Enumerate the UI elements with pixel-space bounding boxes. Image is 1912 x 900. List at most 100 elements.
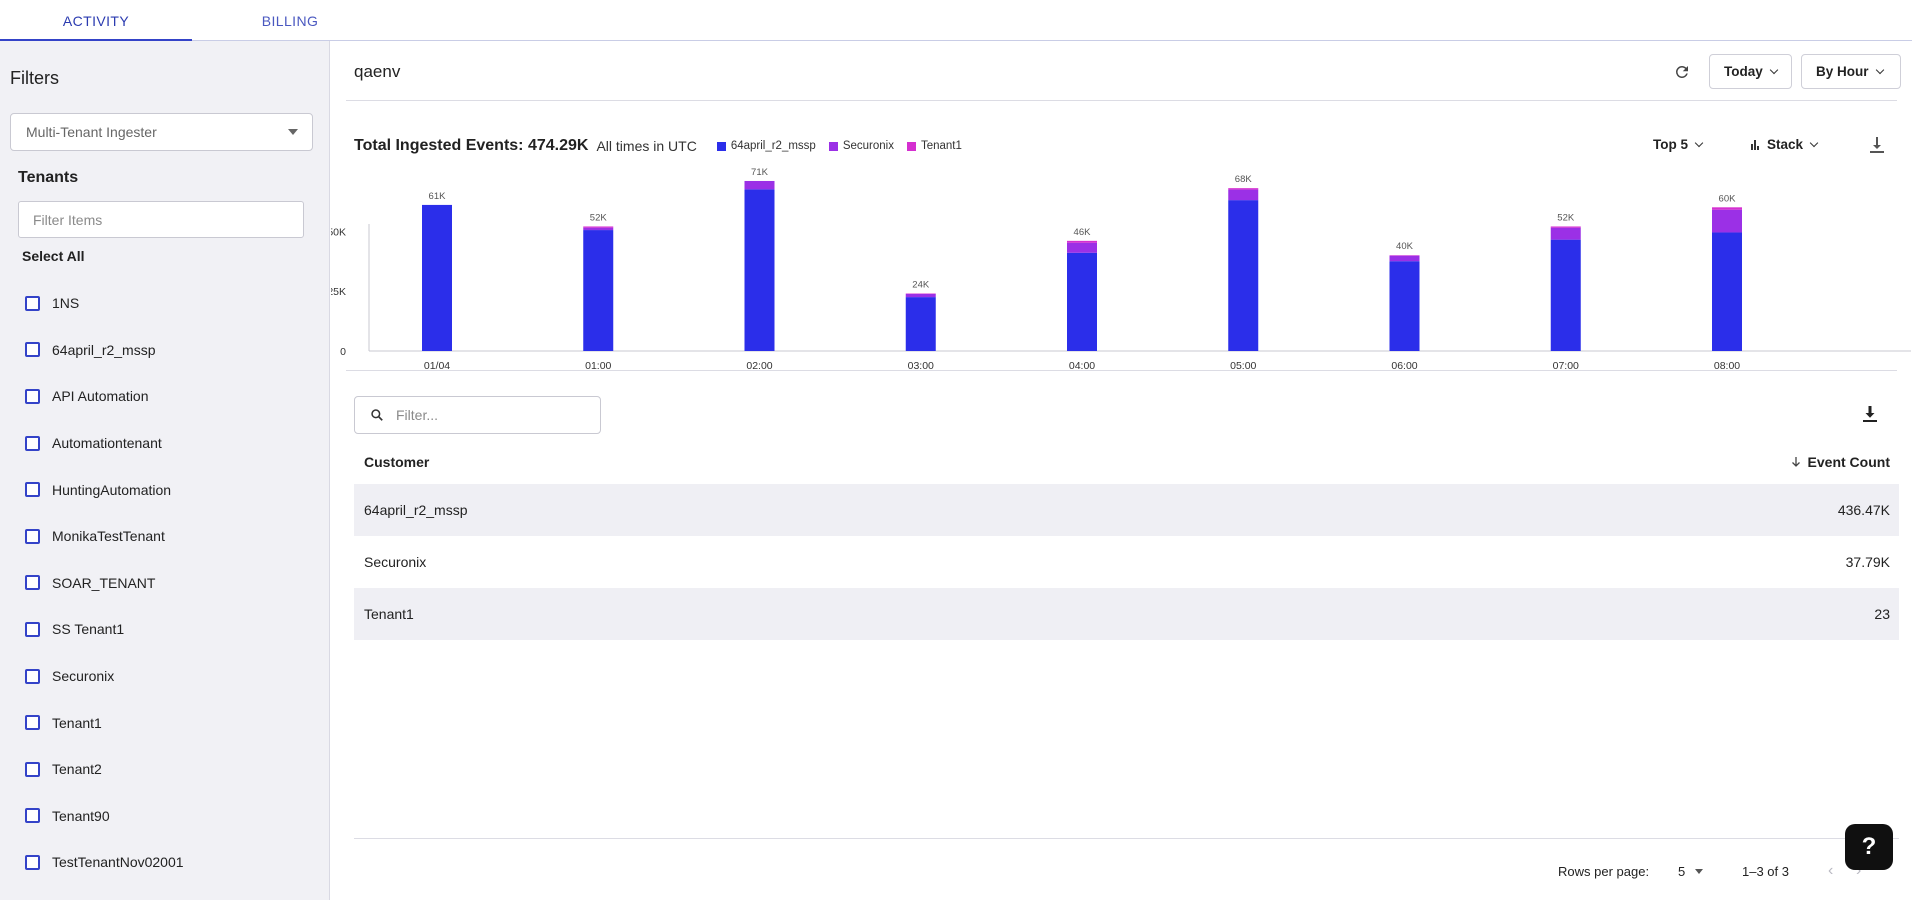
cell-customer: Tenant1 — [364, 606, 414, 622]
select-all-button[interactable]: Select All — [22, 248, 85, 264]
tenant-item[interactable]: SOAR_TENANT — [0, 560, 330, 607]
search-icon — [370, 408, 384, 422]
table-filter-input[interactable] — [396, 407, 586, 423]
table-row[interactable]: Tenant1 23 — [354, 588, 1899, 640]
source-select[interactable]: Multi-Tenant Ingester — [10, 113, 313, 151]
tenant-item[interactable]: HuntingAutomation — [0, 466, 330, 513]
help-button[interactable]: ? — [1845, 824, 1893, 870]
checkbox[interactable] — [25, 482, 40, 498]
x-tick-label: 06:00 — [1391, 360, 1417, 372]
legend-label: 64april_r2_mssp — [730, 140, 816, 152]
bar-total-label: 52K — [1557, 212, 1575, 223]
checkbox[interactable] — [25, 668, 40, 684]
chevron-left-icon: ‹ — [1828, 862, 1834, 879]
bar-segment — [1550, 227, 1581, 240]
download-chart-button[interactable] — [1869, 136, 1885, 159]
bar-total-label: 60K — [1719, 193, 1737, 204]
refresh-button[interactable] — [1671, 61, 1693, 83]
y-tick-label: 0 — [340, 346, 346, 358]
customer-table: Customer Event Count 64april_r2_mssp 436… — [354, 440, 1899, 640]
table-row[interactable]: 64april_r2_mssp 436.47K — [354, 484, 1899, 536]
checkbox[interactable] — [25, 435, 40, 451]
tenant-label: TestTenantNov02001 — [52, 854, 184, 871]
tenant-item[interactable]: 64april_r2_mssp — [0, 327, 330, 374]
rows-per-page-select[interactable]: 5 — [1678, 861, 1704, 881]
legend-label: Securonix — [842, 140, 894, 152]
rows-per-page-value: 5 — [1678, 863, 1686, 879]
stack-mode-dropdown[interactable]: Stack — [1751, 137, 1819, 152]
tenants-heading: Tenants — [18, 169, 79, 186]
bar-segment — [744, 180, 775, 190]
table-filter[interactable] — [354, 396, 601, 434]
checkbox[interactable] — [25, 621, 40, 637]
cell-event-count: 436.47K — [1837, 502, 1890, 518]
tenant-label: HuntingAutomation — [52, 481, 172, 498]
checkbox[interactable] — [25, 528, 40, 544]
checkbox[interactable] — [25, 388, 40, 404]
chevron-down-icon — [1769, 65, 1779, 74]
legend-item[interactable]: 64april_r2_mssp — [716, 140, 816, 152]
checkbox[interactable] — [25, 715, 40, 731]
tenant-label: Tenant1 — [52, 714, 102, 731]
download-icon — [1870, 137, 1884, 153]
tenant-item[interactable]: Securonix — [0, 653, 330, 700]
filters-title: Filters — [10, 68, 59, 88]
checkbox[interactable] — [25, 575, 40, 591]
filters-sidebar: Filters Multi-Tenant Ingester Tenants Se… — [0, 41, 330, 900]
legend-item[interactable]: Securonix — [828, 140, 894, 152]
checkbox[interactable] — [25, 342, 40, 358]
events-bar-chart: 0 25K 50K 61K 01/04 52K 01:00 71K 02:00 24K 03:00 4… — [331, 167, 1911, 372]
cell-event-count: 23 — [1874, 606, 1890, 622]
bar-segment — [1550, 226, 1581, 228]
tenant-label: SS Tenant1 — [52, 621, 125, 638]
y-tick-label: 25K — [331, 286, 346, 298]
bar-segment — [1550, 239, 1581, 351]
tenant-item[interactable]: MonikaTestTenant — [0, 513, 330, 560]
bar-total-label: 46K — [1074, 227, 1092, 238]
column-header-event-count[interactable]: Event Count — [1790, 454, 1890, 470]
date-range-label: Today — [1724, 64, 1763, 79]
tab-billing[interactable]: BILLING — [261, 12, 319, 29]
x-tick-label: 05:00 — [1230, 360, 1256, 372]
tab-activity[interactable]: ACTIVITY — [0, 0, 192, 42]
tenant-filter-input[interactable] — [18, 201, 304, 238]
bar-total-label: 52K — [590, 212, 608, 223]
caret-down-icon — [288, 129, 298, 135]
sort-arrow-down-icon — [1790, 456, 1802, 468]
previous-page-button[interactable]: ‹ — [1828, 861, 1833, 881]
event-count-header-label: Event Count — [1807, 454, 1890, 470]
legend-swatch — [906, 141, 916, 151]
checkbox[interactable] — [25, 295, 40, 311]
checkbox[interactable] — [25, 808, 40, 824]
download-table-button[interactable] — [1862, 405, 1878, 428]
interval-dropdown[interactable]: By Hour — [1801, 54, 1901, 89]
tenant-label: Tenant2 — [52, 761, 102, 778]
chevron-down-icon — [1694, 138, 1704, 147]
checkbox[interactable] — [25, 761, 40, 777]
tenant-item[interactable]: Tenant1 — [0, 699, 330, 746]
x-tick-label: 03:00 — [908, 360, 934, 372]
bar-total-label: 68K — [1235, 174, 1253, 185]
tenant-label: 1NS — [52, 295, 80, 312]
tenant-item[interactable]: Automationtenant — [0, 420, 330, 467]
chevron-down-icon — [1875, 65, 1884, 74]
legend-item[interactable]: Tenant1 — [906, 140, 962, 152]
next-page-button[interactable]: › — [1856, 861, 1861, 881]
tenant-item[interactable]: TestTenantNov02001 — [0, 839, 330, 886]
bar-segment — [1067, 240, 1097, 243]
tenant-item[interactable]: API Automation — [0, 373, 330, 420]
column-header-customer[interactable]: Customer — [364, 454, 430, 470]
tenant-item[interactable]: Tenant90 — [0, 793, 330, 840]
bar-segment — [905, 297, 936, 351]
top-n-dropdown[interactable]: Top 5 — [1653, 137, 1704, 152]
bar-total-label: 61K — [429, 191, 447, 202]
tenant-item[interactable]: SS Tenant1 — [0, 606, 330, 653]
tenant-item[interactable]: 1NS — [0, 280, 330, 327]
bar-segment — [1389, 261, 1420, 351]
date-range-dropdown[interactable]: Today — [1709, 54, 1792, 89]
bar-total-label: 24K — [912, 280, 930, 291]
bar-segment — [1712, 207, 1742, 210]
checkbox[interactable] — [25, 854, 40, 870]
tenant-item[interactable]: Tenant2 — [0, 746, 330, 793]
table-row[interactable]: Securonix 37.79K — [354, 536, 1899, 588]
